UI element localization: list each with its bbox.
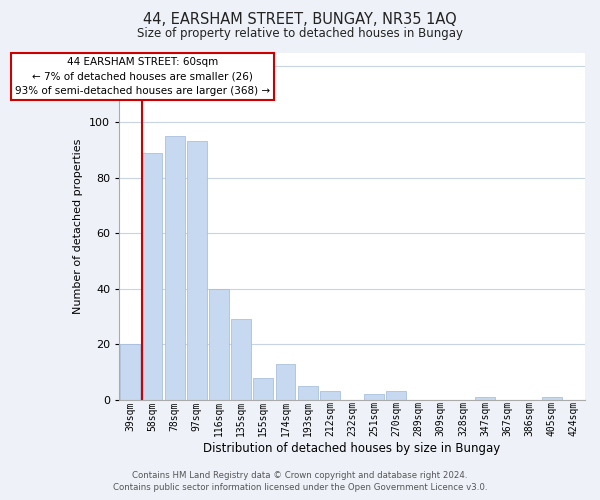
Bar <box>275 364 295 400</box>
Text: Contains HM Land Registry data © Crown copyright and database right 2024.
Contai: Contains HM Land Registry data © Crown c… <box>113 471 487 492</box>
Bar <box>142 152 163 400</box>
Bar <box>231 319 251 400</box>
Bar <box>164 136 185 400</box>
Bar <box>298 386 317 400</box>
Bar <box>386 392 406 400</box>
Bar <box>320 392 340 400</box>
Bar <box>542 397 562 400</box>
Bar <box>364 394 384 400</box>
X-axis label: Distribution of detached houses by size in Bungay: Distribution of detached houses by size … <box>203 442 500 455</box>
Bar <box>209 288 229 400</box>
Text: 44, EARSHAM STREET, BUNGAY, NR35 1AQ: 44, EARSHAM STREET, BUNGAY, NR35 1AQ <box>143 12 457 28</box>
Bar <box>187 142 207 400</box>
Bar <box>475 397 495 400</box>
Y-axis label: Number of detached properties: Number of detached properties <box>73 138 83 314</box>
Bar <box>253 378 273 400</box>
Bar <box>120 344 140 400</box>
Text: 44 EARSHAM STREET: 60sqm
← 7% of detached houses are smaller (26)
93% of semi-de: 44 EARSHAM STREET: 60sqm ← 7% of detache… <box>15 56 270 96</box>
Text: Size of property relative to detached houses in Bungay: Size of property relative to detached ho… <box>137 28 463 40</box>
